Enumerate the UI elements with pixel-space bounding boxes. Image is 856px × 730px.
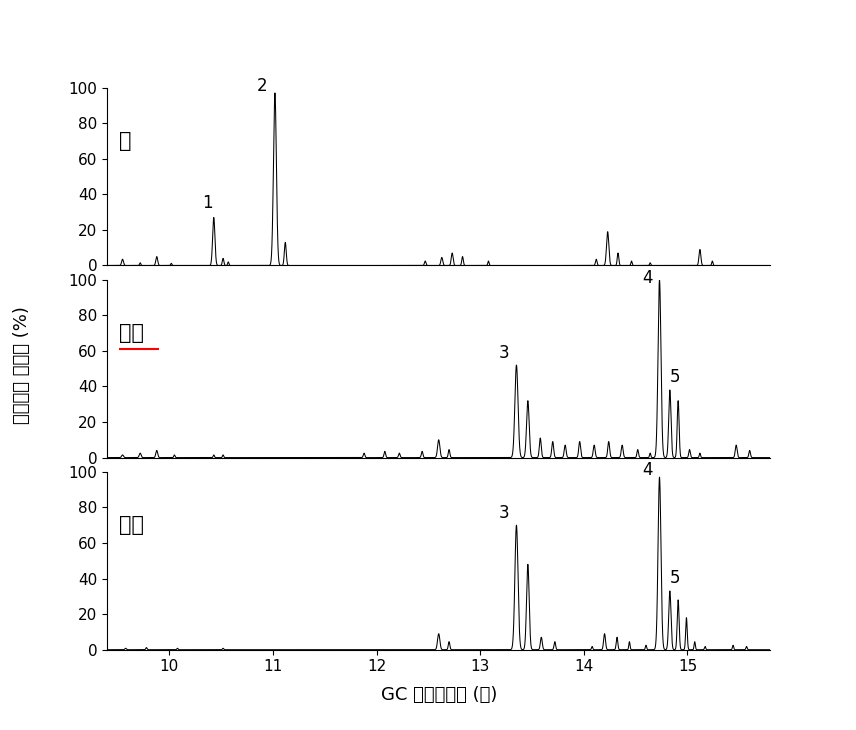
Text: 5: 5 bbox=[669, 569, 681, 588]
Text: 3: 3 bbox=[499, 504, 509, 522]
Text: 4: 4 bbox=[642, 461, 652, 479]
Text: 꽃: 꽃 bbox=[120, 131, 132, 151]
Text: 과실: 과실 bbox=[120, 515, 145, 535]
Text: 5: 5 bbox=[669, 369, 681, 386]
Text: 1: 1 bbox=[202, 194, 213, 212]
Text: 상대적인 풍부도 (%): 상대적인 풍부도 (%) bbox=[13, 306, 31, 424]
Text: 4: 4 bbox=[642, 269, 652, 287]
Text: 2: 2 bbox=[257, 77, 268, 95]
Text: 신초: 신초 bbox=[120, 323, 145, 343]
Text: 3: 3 bbox=[499, 344, 509, 361]
X-axis label: GC 머무름시간 (분): GC 머무름시간 (분) bbox=[381, 685, 496, 704]
